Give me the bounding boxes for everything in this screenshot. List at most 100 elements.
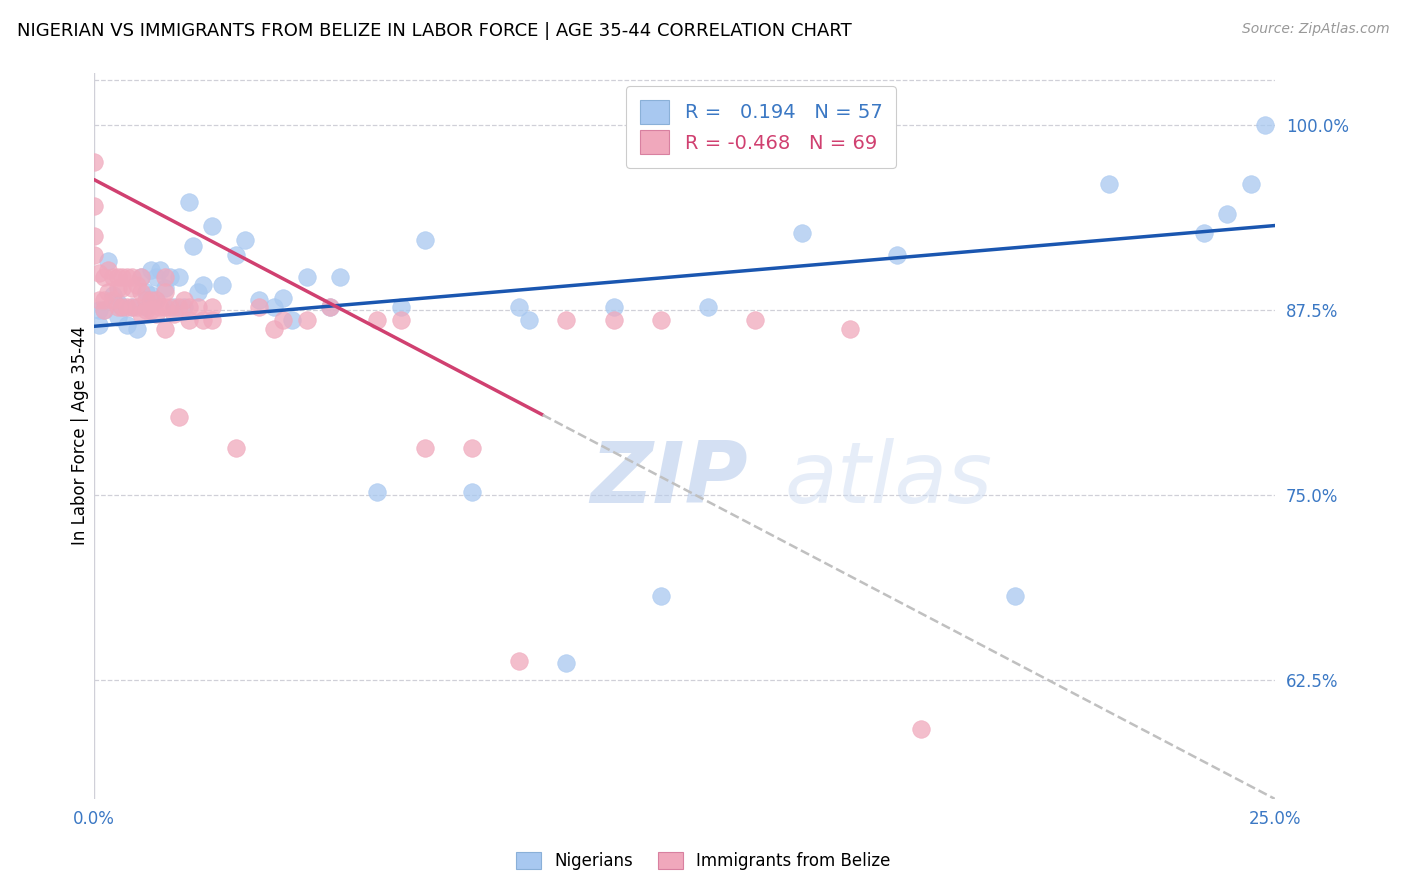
Point bbox=[125, 322, 148, 336]
Point bbox=[177, 313, 200, 327]
Point bbox=[389, 313, 412, 327]
Point bbox=[83, 154, 105, 169]
Point bbox=[201, 313, 224, 327]
Point bbox=[281, 313, 304, 327]
Point bbox=[187, 285, 209, 300]
Point bbox=[135, 303, 157, 318]
Point bbox=[115, 318, 138, 332]
Point bbox=[650, 589, 672, 603]
Point bbox=[517, 313, 540, 327]
Point bbox=[159, 300, 181, 314]
Point bbox=[135, 285, 157, 300]
Point bbox=[131, 285, 153, 300]
Point bbox=[93, 270, 115, 285]
Point bbox=[145, 270, 167, 285]
Point bbox=[249, 300, 271, 314]
Point bbox=[97, 285, 120, 300]
Point bbox=[191, 277, 214, 292]
Point bbox=[508, 300, 530, 314]
Point bbox=[366, 485, 388, 500]
Point bbox=[271, 291, 294, 305]
Point bbox=[187, 300, 209, 314]
Point bbox=[201, 300, 224, 314]
Point bbox=[131, 270, 153, 285]
Point bbox=[87, 303, 110, 318]
Point bbox=[111, 270, 134, 285]
Point bbox=[121, 300, 143, 314]
Point bbox=[101, 293, 124, 307]
Point bbox=[211, 277, 233, 292]
Point bbox=[135, 293, 157, 307]
Point bbox=[181, 239, 204, 253]
Legend: R =   0.194   N = 57, R = -0.468   N = 69: R = 0.194 N = 57, R = -0.468 N = 69 bbox=[626, 87, 896, 168]
Point bbox=[249, 293, 271, 307]
Text: atlas: atlas bbox=[785, 438, 993, 521]
Point bbox=[107, 281, 129, 295]
Point bbox=[101, 288, 124, 302]
Point bbox=[87, 293, 110, 307]
Point bbox=[508, 654, 530, 668]
Point bbox=[697, 300, 720, 314]
Point bbox=[555, 313, 578, 327]
Point bbox=[131, 308, 153, 322]
Point bbox=[173, 300, 195, 314]
Point bbox=[149, 300, 172, 314]
Point bbox=[163, 308, 186, 322]
Point bbox=[153, 322, 176, 336]
Y-axis label: In Labor Force | Age 35-44: In Labor Force | Age 35-44 bbox=[72, 326, 89, 546]
Point bbox=[93, 293, 115, 307]
Point bbox=[107, 270, 129, 285]
Point bbox=[139, 303, 162, 318]
Legend: Nigerians, Immigrants from Belize: Nigerians, Immigrants from Belize bbox=[509, 845, 897, 877]
Point bbox=[139, 293, 162, 307]
Point bbox=[1216, 207, 1239, 221]
Point bbox=[792, 226, 814, 240]
Point bbox=[83, 228, 105, 243]
Point bbox=[225, 248, 247, 262]
Point bbox=[159, 270, 181, 285]
Point bbox=[295, 270, 318, 285]
Point bbox=[153, 300, 176, 314]
Point bbox=[97, 254, 120, 268]
Point bbox=[121, 270, 143, 285]
Point bbox=[125, 300, 148, 314]
Point bbox=[153, 281, 176, 295]
Point bbox=[125, 277, 148, 292]
Point bbox=[225, 441, 247, 455]
Point bbox=[886, 248, 908, 262]
Point bbox=[233, 233, 256, 247]
Point bbox=[319, 300, 342, 314]
Point bbox=[389, 300, 412, 314]
Point bbox=[83, 199, 105, 213]
Point bbox=[201, 219, 224, 233]
Point bbox=[167, 300, 190, 314]
Point bbox=[93, 303, 115, 318]
Point bbox=[366, 313, 388, 327]
Point bbox=[1098, 177, 1121, 191]
Point bbox=[173, 293, 195, 307]
Point bbox=[139, 263, 162, 277]
Point bbox=[177, 300, 200, 314]
Text: NIGERIAN VS IMMIGRANTS FROM BELIZE IN LABOR FORCE | AGE 35-44 CORRELATION CHART: NIGERIAN VS IMMIGRANTS FROM BELIZE IN LA… bbox=[17, 22, 852, 40]
Point bbox=[83, 248, 105, 262]
Point bbox=[271, 313, 294, 327]
Point bbox=[111, 281, 134, 295]
Point bbox=[413, 441, 436, 455]
Point bbox=[163, 300, 186, 314]
Point bbox=[87, 318, 110, 332]
Point bbox=[295, 313, 318, 327]
Point bbox=[115, 300, 138, 314]
Point bbox=[319, 300, 342, 314]
Point bbox=[329, 270, 352, 285]
Point bbox=[413, 233, 436, 247]
Point bbox=[744, 313, 766, 327]
Point bbox=[111, 300, 134, 314]
Point bbox=[980, 829, 1002, 843]
Point bbox=[910, 722, 932, 736]
Point bbox=[602, 313, 624, 327]
Point bbox=[139, 288, 162, 302]
Point bbox=[145, 308, 167, 322]
Point bbox=[111, 300, 134, 314]
Point bbox=[149, 263, 172, 277]
Point bbox=[87, 266, 110, 280]
